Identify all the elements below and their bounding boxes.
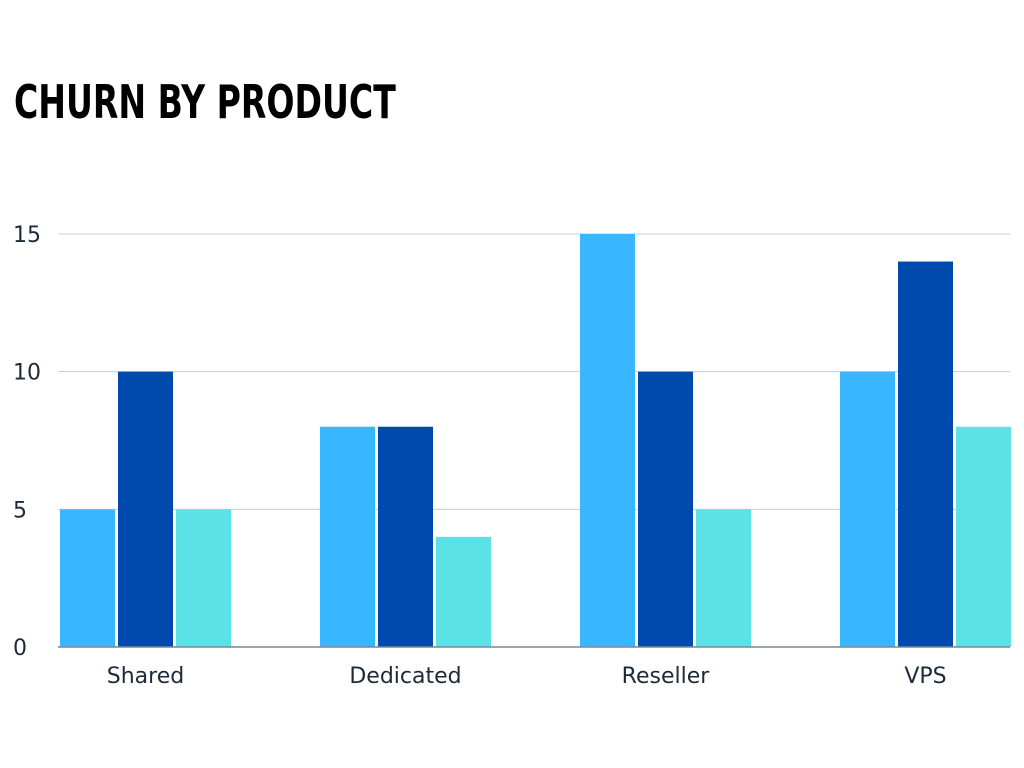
x-category-label: Reseller [622, 664, 711, 689]
bar [898, 261, 953, 647]
x-category-label: Shared [107, 664, 184, 689]
bar [956, 426, 1011, 647]
chart-title: CHURN BY PRODUCT [14, 75, 396, 129]
bar [696, 509, 751, 647]
bar [436, 536, 491, 647]
bar [176, 509, 231, 647]
bar [60, 509, 115, 647]
x-axis-category-labels: Shared Dedicated Reseller VPS [107, 664, 947, 689]
bar [840, 371, 895, 647]
y-tick-label: 0 [13, 636, 27, 661]
bar [320, 426, 375, 647]
y-tick-label: 15 [13, 223, 41, 248]
y-tick-label: 5 [13, 498, 27, 523]
bar [378, 426, 433, 647]
y-axis-tick-labels: 0 5 10 15 [13, 223, 41, 661]
x-category-label: Dedicated [349, 664, 461, 689]
bar [638, 371, 693, 647]
bars [60, 234, 1011, 647]
x-category-label: VPS [904, 664, 946, 689]
bar [580, 234, 635, 647]
bar [118, 371, 173, 647]
y-tick-label: 10 [13, 361, 41, 386]
